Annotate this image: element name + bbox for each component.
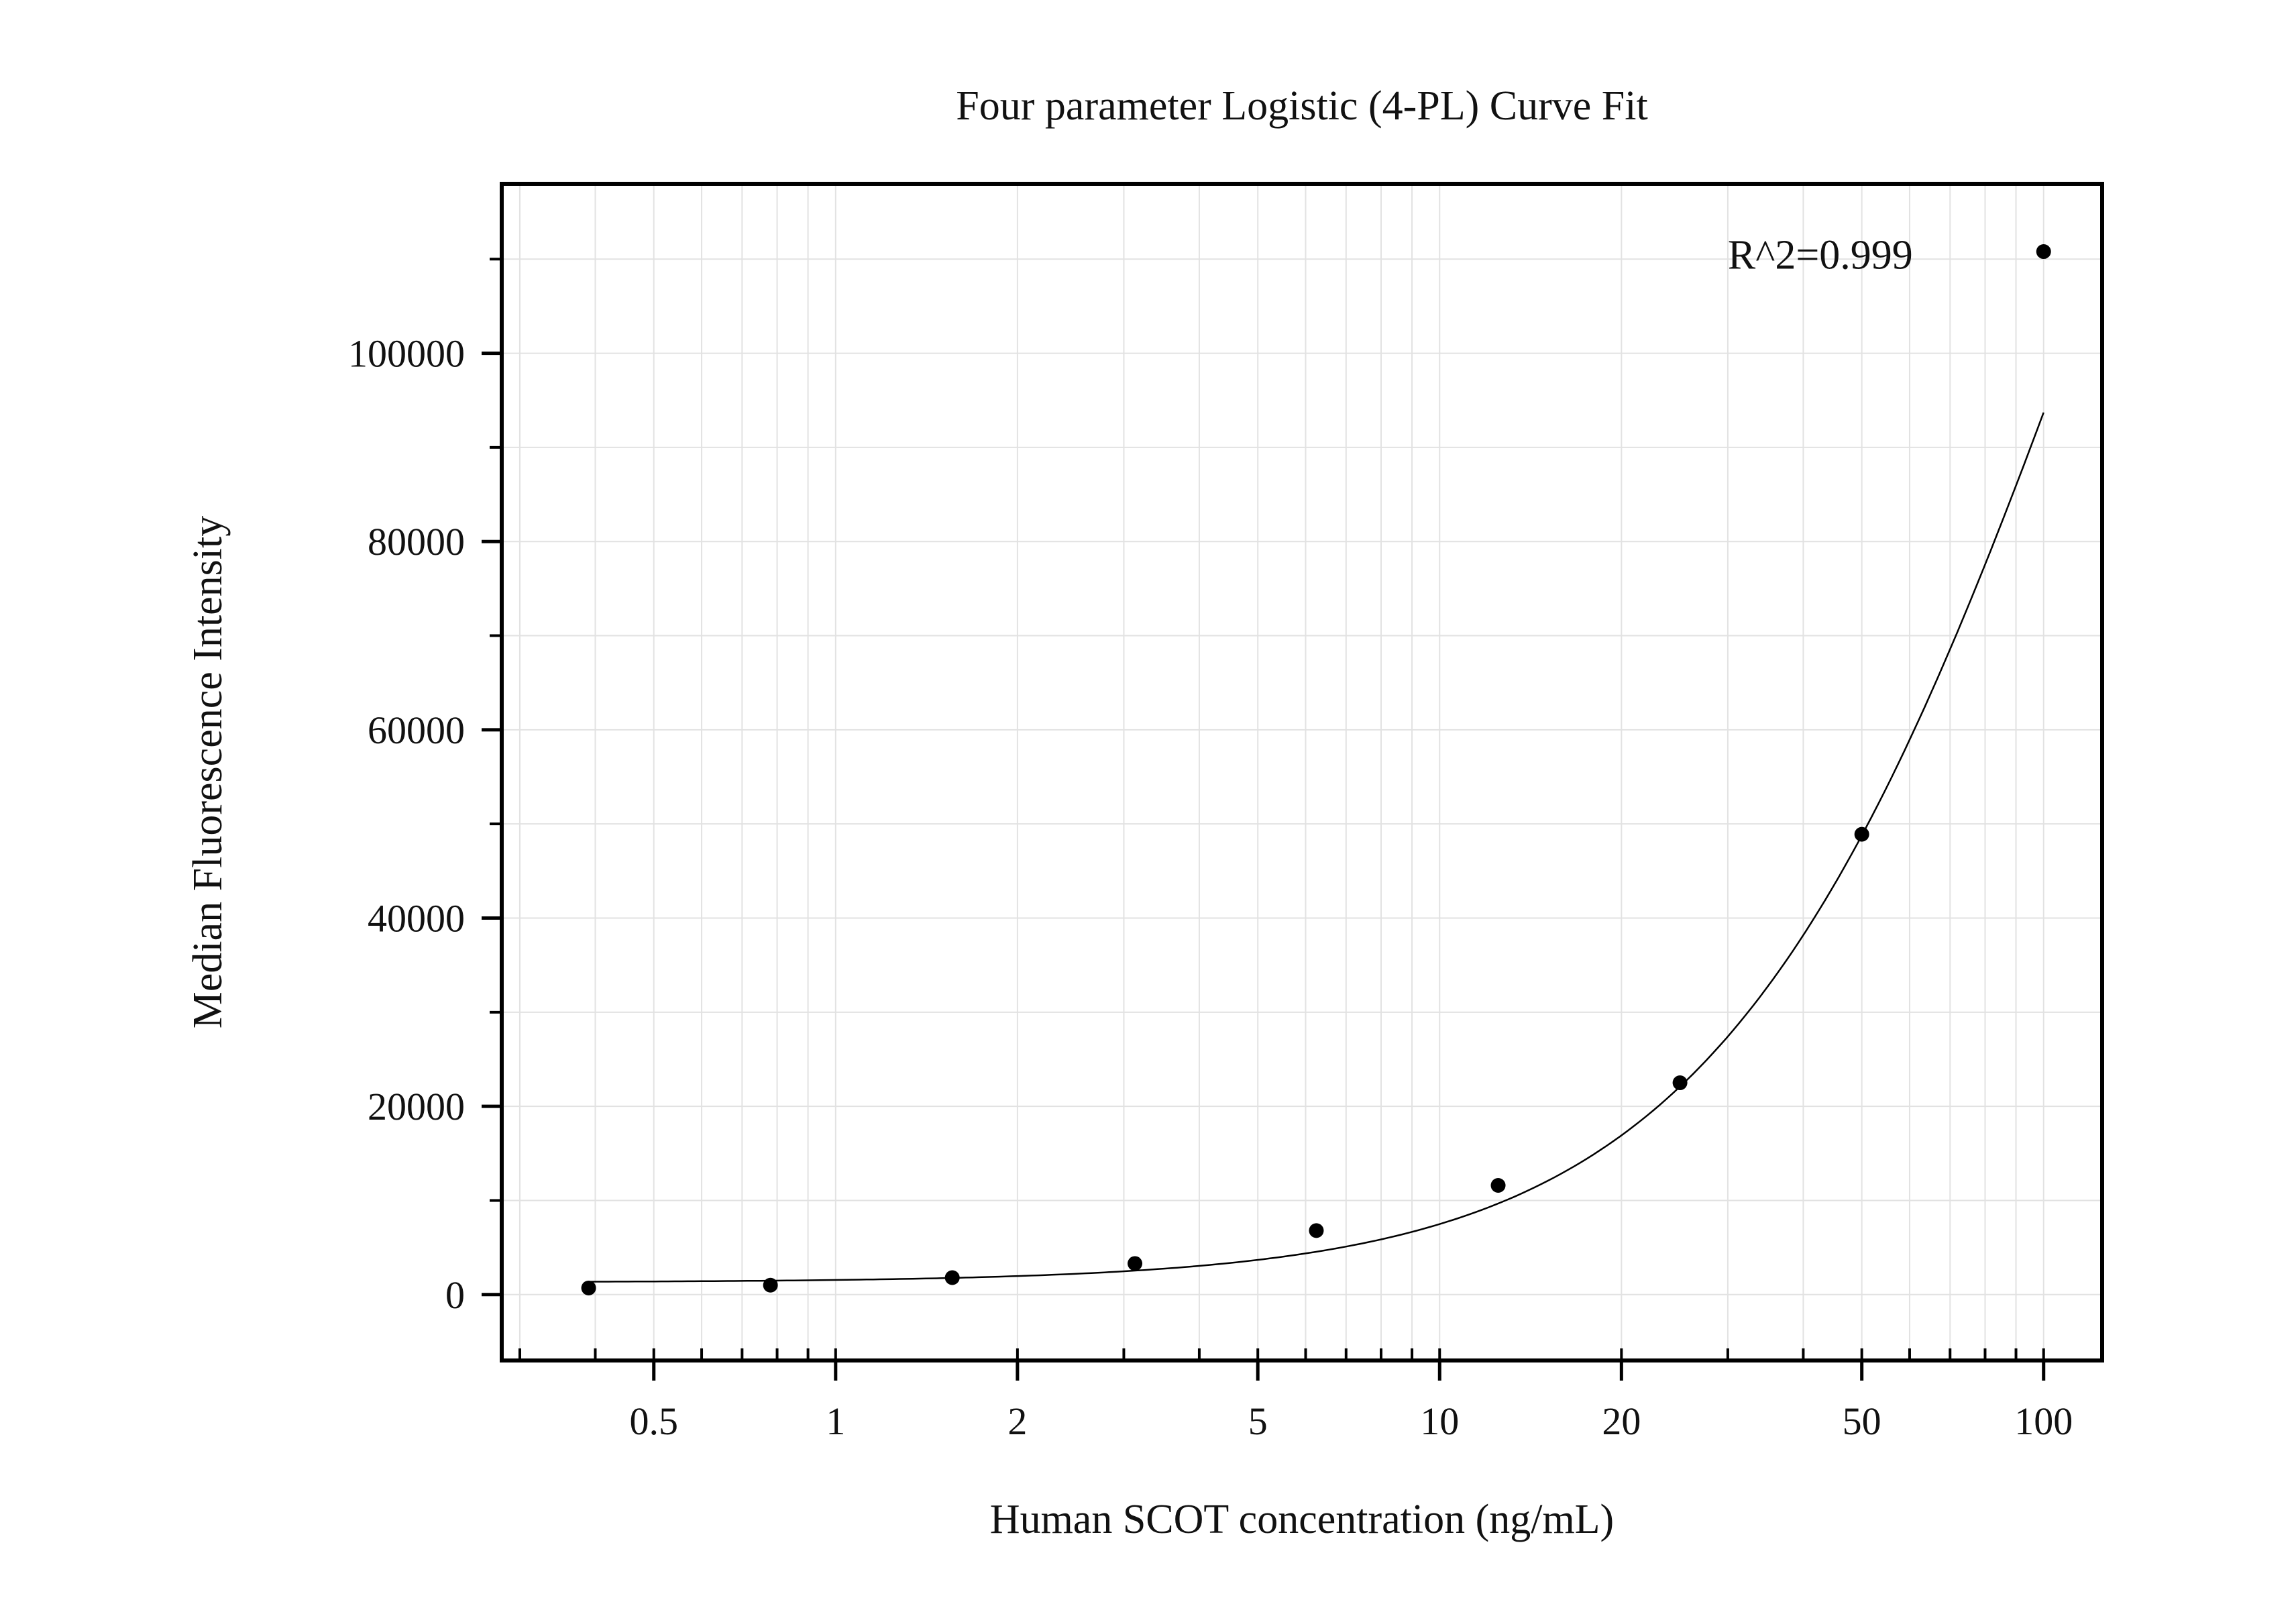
x-tick-label: 0.5 (629, 1399, 678, 1443)
x-tick-labels: 0.5 1 2 5 10 20 50 100 (629, 1399, 2073, 1443)
fit-curve (588, 412, 2044, 1283)
y-tick-label: 20000 (368, 1085, 465, 1128)
y-axis-label: Median Fluorescence Intensity (185, 516, 231, 1028)
x-tick-label: 20 (1602, 1399, 1641, 1443)
r-squared-annotation: R^2=0.999 (1728, 232, 1913, 278)
grid (502, 184, 2102, 1360)
x-axis-label: Human SCOT concentration (ng/mL) (990, 1497, 1614, 1542)
data-point (1854, 826, 1869, 842)
fit-curve-layer (588, 412, 2044, 1283)
y-tick-labels: 0 20000 40000 60000 80000 100000 (348, 332, 465, 1317)
y-tick-label: 40000 (368, 896, 465, 940)
y-tick-label: 0 (445, 1273, 465, 1317)
x-tick-label: 10 (1420, 1399, 1459, 1443)
x-tick-label: 50 (1843, 1399, 1881, 1443)
data-point (1128, 1256, 1143, 1271)
data-point (1490, 1178, 1506, 1193)
data-point (581, 1280, 596, 1295)
y-tick-label: 100000 (348, 332, 465, 376)
data-point (2036, 244, 2051, 260)
data-point (1309, 1223, 1324, 1238)
y-tick-label: 80000 (368, 520, 465, 564)
data-point (1672, 1075, 1688, 1091)
x-tick-label: 1 (826, 1399, 845, 1443)
axis-ticks (482, 258, 2046, 1381)
chart-title: Four parameter Logistic (4-PL) Curve Fit (956, 83, 1647, 129)
x-tick-label: 2 (1007, 1399, 1027, 1443)
x-tick-label: 5 (1248, 1399, 1268, 1443)
data-point (763, 1277, 778, 1293)
x-tick-label: 100 (2014, 1399, 2073, 1443)
data-points (581, 244, 2051, 1295)
y-tick-label: 60000 (368, 708, 465, 752)
plot-frame (500, 182, 2104, 1362)
data-point (944, 1270, 960, 1285)
